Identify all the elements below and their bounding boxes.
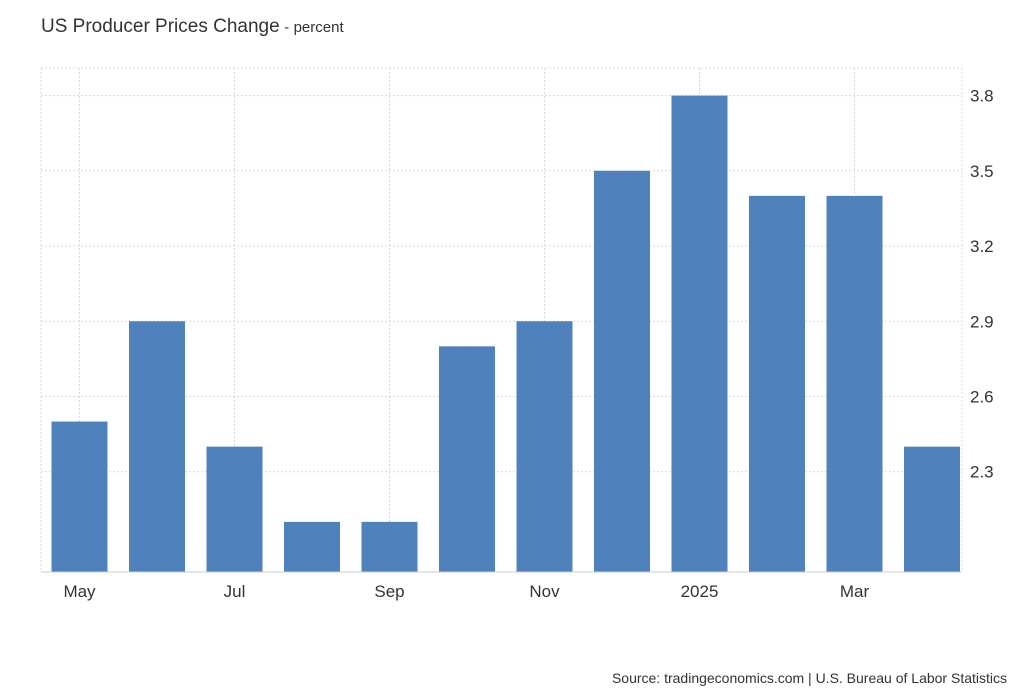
- bar-2025[interactable]: [671, 95, 728, 572]
- y-tick-label: 3.2: [970, 237, 994, 256]
- bar-apr[interactable]: [904, 446, 960, 572]
- bar-may[interactable]: [51, 421, 108, 572]
- bar-aug[interactable]: [284, 521, 340, 572]
- x-tick-label: Nov: [529, 582, 560, 601]
- bar-jul[interactable]: [206, 446, 263, 572]
- title-separator: -: [284, 19, 290, 36]
- bar-dec[interactable]: [594, 170, 650, 572]
- bar-feb[interactable]: [749, 195, 805, 572]
- chart-unit: percent: [293, 19, 344, 36]
- x-tick-label: May: [63, 582, 96, 601]
- axis-layer: 2.3 2.6 2.9 3.2 3.5 3.8 May Jul Sep Nov 2025 Mar: [41, 87, 994, 601]
- y-tick-label: 3.5: [970, 162, 994, 181]
- bar-mar[interactable]: [826, 195, 883, 572]
- bar-sep[interactable]: [361, 521, 418, 572]
- x-tick-label: 2025: [681, 582, 719, 601]
- y-tick-label: 2.9: [970, 312, 994, 331]
- bar-oct[interactable]: [439, 346, 495, 572]
- x-tick-label: Mar: [840, 582, 870, 601]
- x-tick-label: Jul: [224, 582, 246, 601]
- bar-jun[interactable]: [129, 321, 185, 572]
- x-tick-label: Sep: [374, 582, 404, 601]
- y-tick-label: 2.3: [970, 463, 994, 482]
- source-attribution[interactable]: Source: tradingeconomics.com | U.S. Bure…: [611, 670, 1007, 686]
- chart-title-row: US Producer Prices Change - percent: [41, 16, 344, 38]
- bar-nov[interactable]: [516, 321, 573, 572]
- y-tick-label: 2.6: [970, 387, 994, 406]
- y-tick-label: 3.8: [970, 87, 994, 106]
- bar-layer: [51, 95, 960, 572]
- chart-title: US Producer Prices Change: [41, 16, 280, 37]
